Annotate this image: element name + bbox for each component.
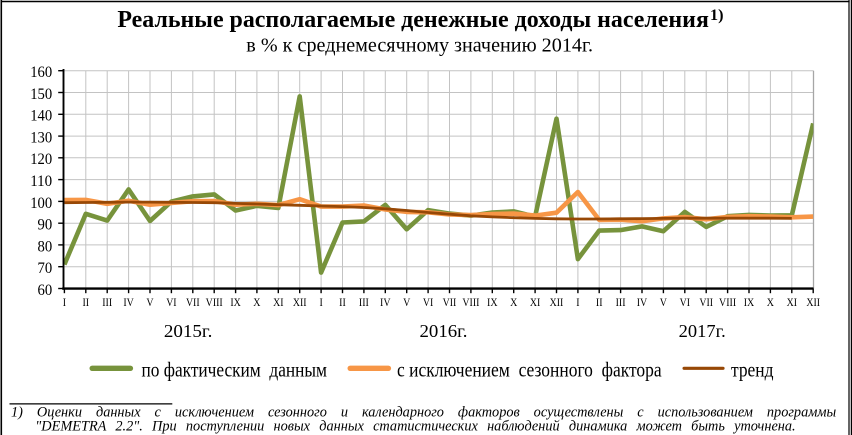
svg-text:Реальные располагаемые денежны: Реальные располагаемые денежные доходы н… [117,6,709,33]
svg-text:VII: VII [699,295,713,309]
svg-text:90: 90 [38,217,53,234]
svg-text:II: II [339,295,346,309]
svg-text:XI: XI [530,295,540,309]
svg-text:IV: IV [637,295,648,309]
svg-text:X: X [253,295,260,309]
svg-text:160: 160 [30,64,52,81]
svg-text:2017г.: 2017г. [679,321,726,341]
svg-text:120: 120 [30,151,52,168]
svg-text:1) Оценки данных с исключением: 1) Оценки данных с исключением сезонного… [11,404,836,420]
svg-text:I: I [576,295,579,309]
svg-text:60: 60 [38,282,53,299]
svg-text:по фактическим данным: по фактическим данным [142,358,328,382]
svg-text:III: III [102,295,112,309]
svg-text:X: X [510,295,517,309]
svg-text:VII: VII [443,295,457,309]
svg-text:V: V [146,295,153,309]
svg-text:с исключением сезонного факт: с исключением сезонного фактора [397,358,662,382]
svg-text:100: 100 [30,195,52,212]
svg-text:XII: XII [550,295,564,309]
svg-text:2015г.: 2015г. [164,321,213,341]
svg-text:X: X [767,295,774,309]
svg-text:70: 70 [38,260,53,277]
svg-text:IX: IX [487,295,498,309]
svg-text:VI: VI [423,295,433,309]
svg-text:VII: VII [186,295,200,309]
svg-text:тренд: тренд [731,358,774,382]
svg-text:II: II [82,295,89,309]
svg-text:VIII: VIII [462,295,479,309]
svg-text:в % к среднемесячному значению: в % к среднемесячному значению 2014г. [246,35,593,57]
svg-text:I: I [319,295,322,309]
svg-text:I: I [63,295,66,309]
svg-text:"DEMETRA 2.2". При поступлении: "DEMETRA 2.2". При поступлении новых дан… [35,418,795,434]
svg-text:VI: VI [680,295,690,309]
svg-text:80: 80 [38,238,53,255]
svg-text:II: II [596,295,603,309]
svg-text:IX: IX [744,295,755,309]
svg-text:XI: XI [787,295,797,309]
svg-text:VIII: VIII [719,295,736,309]
svg-text:1): 1) [710,7,724,24]
svg-text:V: V [660,295,667,309]
svg-text:IV: IV [380,295,391,309]
svg-text:III: III [359,295,369,309]
svg-text:130: 130 [30,130,52,147]
svg-text:IV: IV [123,295,134,309]
svg-text:VIII: VIII [206,295,223,309]
svg-text:2016г.: 2016г. [420,321,468,341]
svg-text:XII: XII [293,295,307,309]
svg-text:150: 150 [30,86,52,103]
svg-text:III: III [616,295,626,309]
svg-text:110: 110 [30,173,52,190]
svg-text:XI: XI [273,295,283,309]
svg-text:IX: IX [230,295,241,309]
svg-text:XII: XII [806,295,820,309]
svg-text:VI: VI [166,295,176,309]
svg-text:140: 140 [30,108,52,125]
svg-text:V: V [403,295,410,309]
